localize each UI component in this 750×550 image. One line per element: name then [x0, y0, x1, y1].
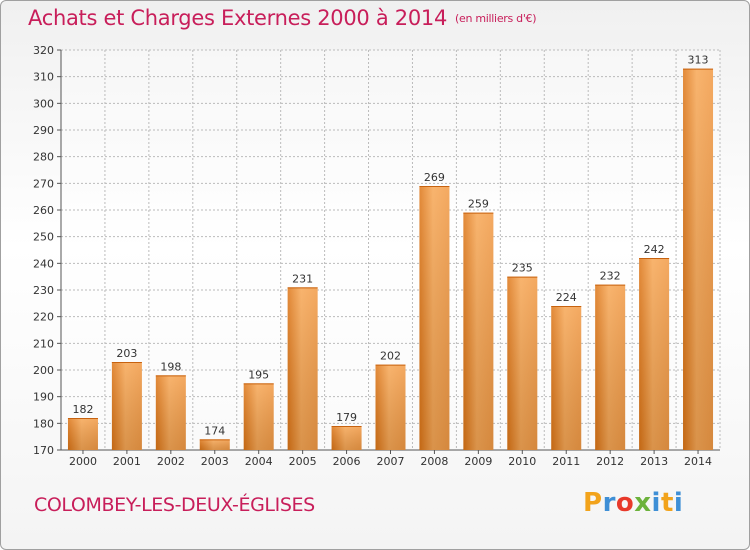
- y-tick-label: 240: [33, 257, 54, 270]
- bar-value-label: 259: [468, 198, 489, 211]
- logo-letter: i: [673, 488, 684, 518]
- bar-value-label: 235: [512, 262, 533, 275]
- bar-value-label: 203: [116, 347, 137, 360]
- logo-letter: x: [634, 488, 652, 518]
- logo-letter: i: [651, 488, 661, 518]
- logo-letter: P: [583, 488, 603, 518]
- logo-letter: t: [660, 488, 674, 518]
- x-tick-label: 2012: [596, 455, 624, 468]
- y-tick-label: 290: [33, 124, 54, 137]
- y-tick-label: 320: [33, 44, 54, 57]
- location-name: COLOMBEY-LES-DEUX-ÉGLISES: [34, 494, 315, 516]
- y-tick-label: 270: [33, 177, 54, 190]
- bar-shade: [111, 362, 142, 450]
- bar-value-label: 179: [336, 411, 357, 424]
- y-tick-label: 180: [33, 417, 54, 430]
- x-tick-label: 2000: [69, 455, 97, 468]
- bar-shade: [67, 418, 98, 450]
- bar-value-label: 313: [688, 54, 709, 67]
- y-tick-label: 190: [33, 391, 54, 404]
- bar-value-label: 182: [72, 403, 93, 416]
- x-tick-label: 2006: [333, 455, 361, 468]
- x-tick-label: 2007: [377, 455, 405, 468]
- x-tick-label: 2010: [508, 455, 536, 468]
- bar-value-label: 231: [292, 272, 313, 285]
- bar-shade: [507, 276, 538, 450]
- bar-value-label: 198: [160, 360, 181, 373]
- y-tick-label: 280: [33, 151, 54, 164]
- x-tick-label: 2008: [420, 455, 448, 468]
- y-tick-label: 200: [33, 364, 54, 377]
- bar-value-label: 202: [380, 350, 401, 363]
- bar-shade: [463, 212, 494, 450]
- bar-shade: [331, 426, 362, 450]
- bar-value-label: 174: [204, 424, 225, 437]
- bar-shade: [683, 68, 714, 451]
- chart-title: Achats et Charges Externes 2000 à 2014 (e…: [28, 6, 537, 30]
- bar-shade: [595, 284, 626, 450]
- bar-shade: [375, 364, 406, 450]
- chart-title-text: Achats et Charges Externes 2000 à 2014: [28, 6, 448, 30]
- x-tick-label: 2013: [640, 455, 668, 468]
- y-tick-label: 220: [33, 311, 54, 324]
- y-tick-label: 210: [33, 337, 54, 350]
- bar-shade: [419, 186, 450, 450]
- x-tick-label: 2009: [464, 455, 492, 468]
- y-tick-label: 310: [33, 71, 54, 84]
- x-tick-label: 2002: [157, 455, 185, 468]
- data-labels: 182 203 198 174 195 231 179 202 269 259 235 224 232 2…: [72, 54, 708, 438]
- logo-letter: r: [602, 488, 616, 518]
- x-tick-label: 2005: [289, 455, 317, 468]
- y-tick-label: 230: [33, 284, 54, 297]
- bar-shade: [551, 306, 582, 450]
- y-tick-label: 300: [33, 97, 54, 110]
- bar-shade: [155, 375, 186, 450]
- x-tick-label: 2003: [201, 455, 229, 468]
- x-tick-label: 2011: [552, 455, 580, 468]
- y-tick-label: 250: [33, 231, 54, 244]
- bar-value-label: 195: [248, 368, 269, 381]
- chart-unit: (en milliers d'€): [455, 12, 537, 25]
- bar-shade: [639, 258, 670, 450]
- bar-shade: [287, 287, 318, 450]
- bar-shade: [243, 383, 274, 450]
- y-tick-label: 260: [33, 204, 54, 217]
- logo-letter: o: [615, 488, 635, 518]
- bars: [67, 68, 714, 451]
- x-tick-label: 2014: [684, 455, 712, 468]
- y-tick-label: 170: [33, 444, 54, 457]
- x-tick-label: 2001: [113, 455, 141, 468]
- bar-value-label: 232: [600, 270, 621, 283]
- bar-value-label: 224: [556, 291, 577, 304]
- bar-value-label: 242: [644, 243, 665, 256]
- x-tick-label: 2004: [245, 455, 273, 468]
- bar-value-label: 269: [424, 171, 445, 184]
- proxiti-logo: Proxiti: [583, 488, 683, 518]
- bar-shade: [199, 439, 230, 450]
